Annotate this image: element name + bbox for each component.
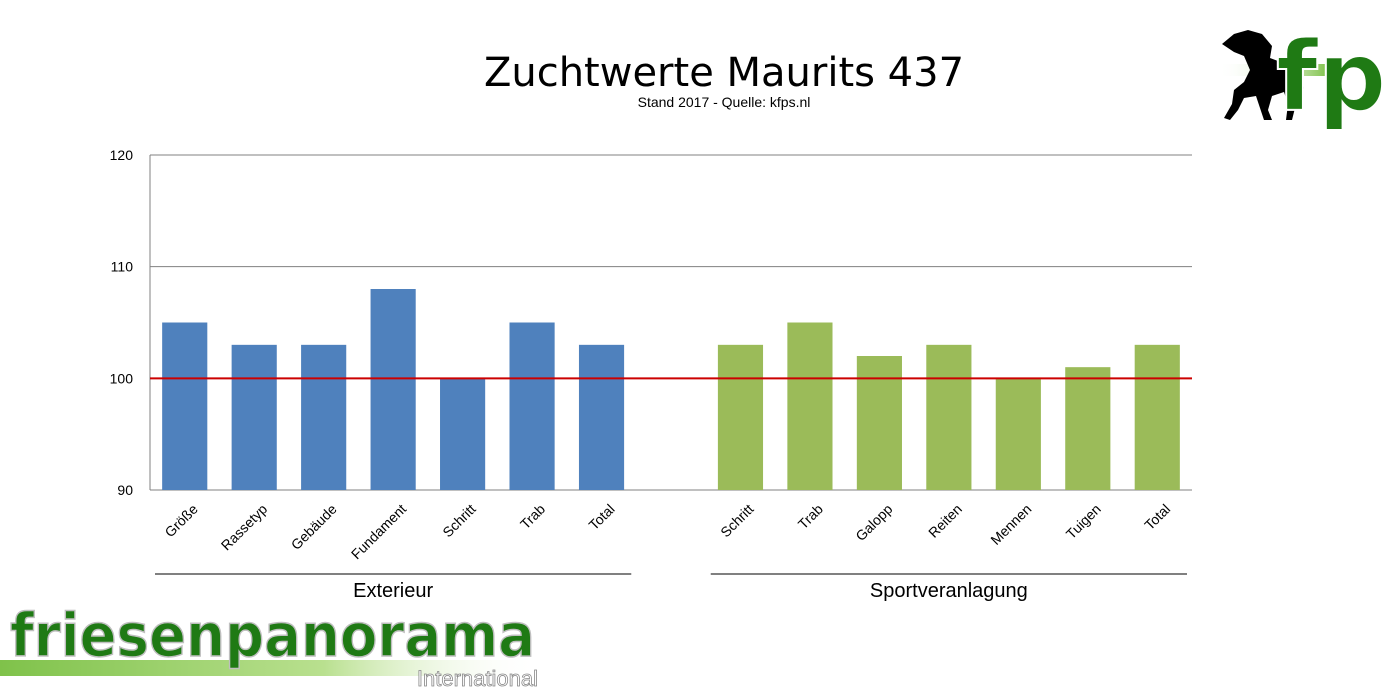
chart-subtitle: Stand 2017 - Quelle: kfps.nl (638, 94, 811, 110)
group-labels: Exterieur Sportveranlagung (155, 573, 1187, 602)
x-tick-label: Fundament (348, 501, 409, 562)
logo-main-text: friesenpanorama (10, 601, 535, 671)
bar-1-6 (1134, 344, 1180, 490)
group-label-1: Sportveranlagung (870, 580, 1028, 602)
x-tick-label: Schritt (439, 501, 478, 540)
x-tick-label: Reiten (925, 501, 965, 541)
x-tick-label: Schritt (717, 501, 756, 540)
logo-stripe-bottom (0, 660, 540, 676)
fp-logo: fp (1218, 20, 1387, 134)
x-tick-label: Trab (517, 501, 548, 532)
y-tick-label: 110 (111, 259, 134, 275)
bar-0-2 (301, 344, 347, 490)
y-tick-label: 100 (110, 370, 134, 386)
x-tick-label: Trab (795, 501, 826, 532)
bar-0-5 (509, 322, 555, 490)
bar-0-4 (440, 378, 486, 490)
bar-1-1 (787, 322, 833, 490)
x-tick-label: Tuigen (1063, 501, 1104, 542)
bar-0-1 (231, 344, 277, 490)
y-tick-label: 120 (110, 147, 134, 163)
horse-silhouette-icon (1222, 30, 1304, 120)
logo-sub-text: International (417, 666, 538, 691)
bar-1-0 (717, 344, 764, 490)
bar-1-5 (1065, 367, 1111, 490)
x-tick-label: Total (1141, 501, 1173, 533)
x-tick-label: Total (585, 501, 617, 533)
group-label-0: Exterieur (353, 580, 433, 602)
bar-0-6 (578, 344, 625, 490)
x-tick-label: Mennen (987, 501, 1034, 548)
x-tick-label: Galopp (852, 501, 895, 544)
friesenpanorama-logo: friesenpanorama International (0, 600, 540, 691)
bar-1-3 (926, 344, 972, 490)
bars (150, 289, 1192, 490)
x-tick-label: Größe (161, 501, 201, 541)
bar-1-4 (995, 378, 1041, 490)
logo-fp-text: fp (1276, 21, 1386, 133)
bar-0-0 (162, 322, 208, 490)
x-tick-labels: Größe Rassetyp Gebäude Fundament Schritt Trab… (161, 501, 1173, 563)
x-tick-label: Gebäude (288, 501, 340, 553)
x-tick-label: Rassetyp (218, 501, 271, 554)
chart-title: Zuchtwerte Maurits 437 (484, 50, 964, 96)
bar-0-3 (370, 289, 416, 490)
y-tick-label: 90 (117, 482, 133, 498)
bar-1-2 (856, 356, 902, 490)
